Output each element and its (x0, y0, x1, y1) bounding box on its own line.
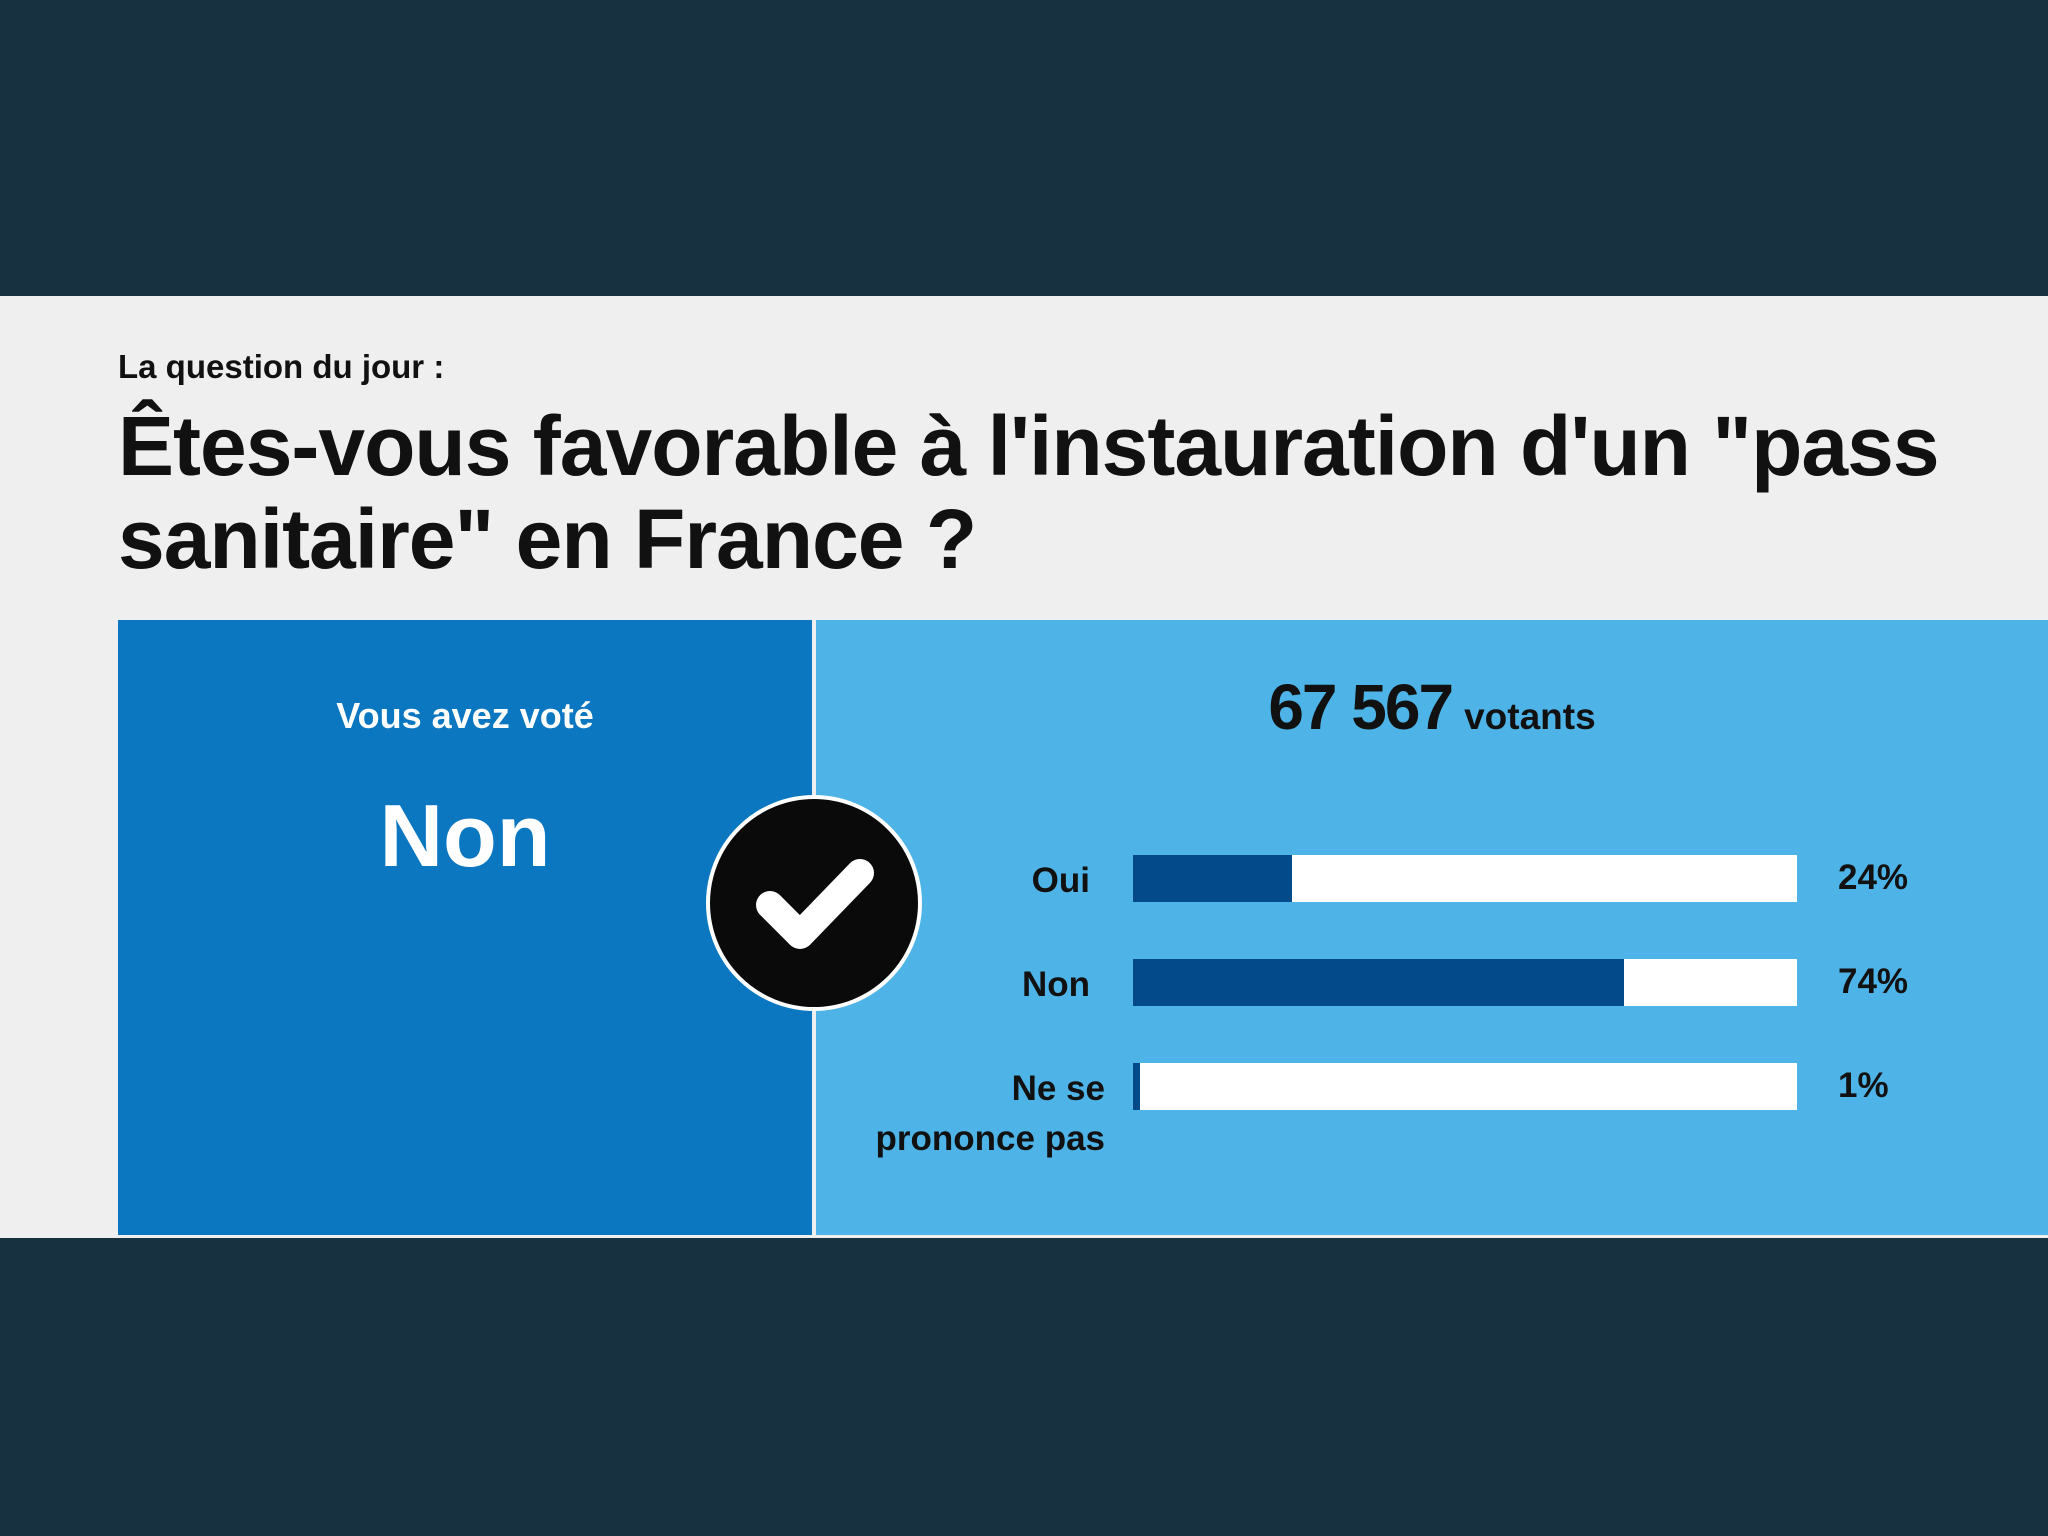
voters-count: 67 567 (1268, 671, 1454, 743)
option-label-oui: Oui (1031, 861, 1090, 900)
your-vote-label: Vous avez voté (336, 695, 594, 736)
voters-label: votants (1464, 696, 1596, 737)
result-bar-track-oui (1133, 855, 1797, 902)
your-vote-choice: Non (379, 786, 551, 885)
voters-total: 67 567 votants (816, 670, 2048, 744)
poll-kicker: La question du jour : (118, 348, 445, 385)
checkmark-icon (756, 859, 874, 949)
result-bar-fill-oui (1133, 855, 1293, 902)
result-bar-track-non (1133, 959, 1797, 1006)
option-percent-non: 74% (1838, 962, 1909, 1001)
option-percent-oui: 24% (1838, 858, 1909, 897)
poll-question: Êtes-vous favorable à l'instauration d'u… (118, 399, 1940, 586)
result-bar-track-ne-se-prononce-pas (1133, 1063, 1797, 1110)
option-percent-ne-se-prononce-pas: 1% (1838, 1066, 1889, 1105)
results-panel (816, 620, 2048, 1235)
result-bar-fill-non (1133, 959, 1625, 1006)
option-label-non: Non (1021, 965, 1090, 1004)
vote-confirmed-badge (706, 795, 922, 1011)
result-bar-fill-ne-se-prononce-pas (1133, 1063, 1140, 1110)
your-vote-panel (118, 620, 812, 1235)
option-label-ne-se-prononce-pas: Ne se prononce pas (875, 1069, 1105, 1158)
